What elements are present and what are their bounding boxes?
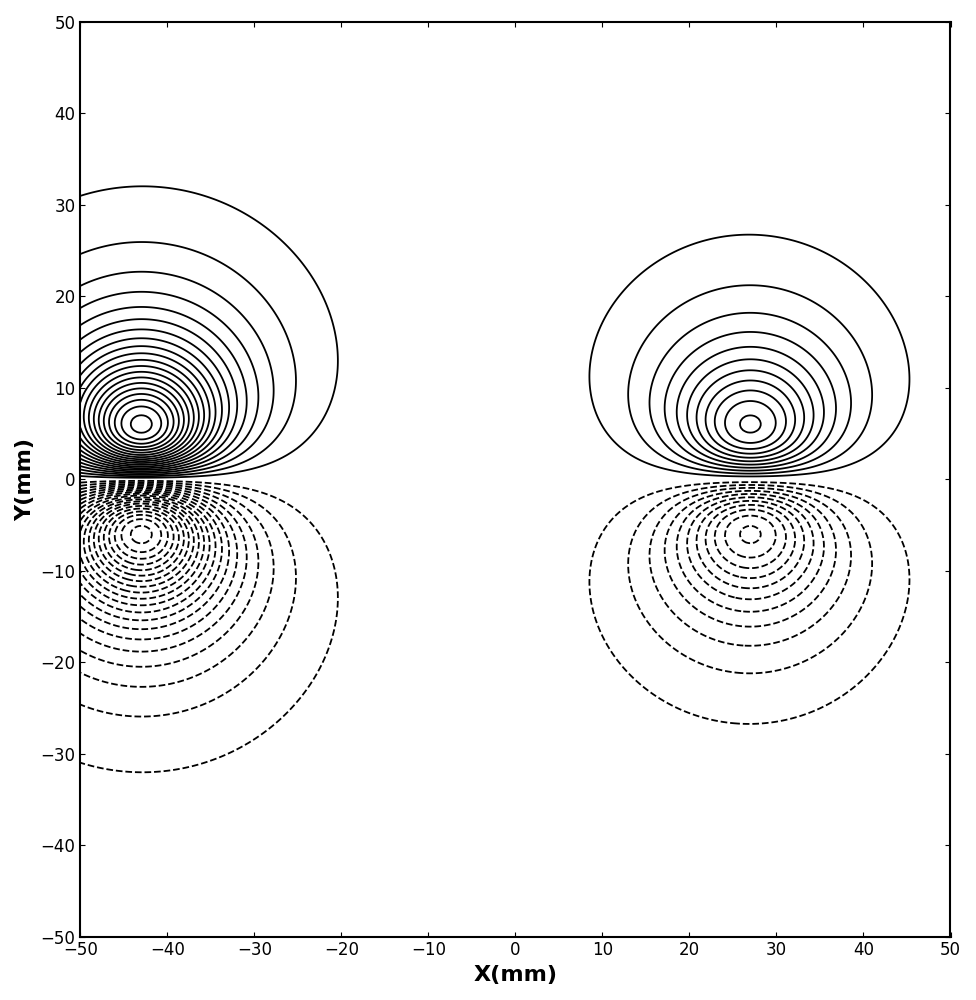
X-axis label: X(mm): X(mm) [473, 965, 557, 985]
Y-axis label: Y(mm): Y(mm) [15, 438, 35, 521]
